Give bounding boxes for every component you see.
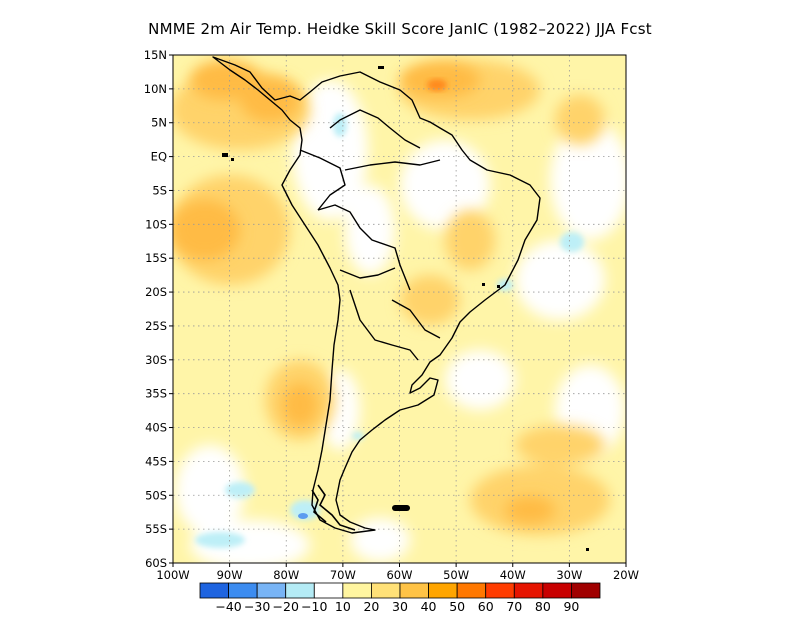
lon-tick-label: 50W (443, 568, 469, 582)
colorbar-swatch (456, 582, 487, 599)
colorbar-label: 60 (478, 599, 494, 614)
skill-field (173, 55, 626, 563)
colorbar-label: 90 (563, 599, 579, 614)
colorbar-swatch (228, 582, 258, 599)
lon-tick-label: 100W (156, 568, 189, 582)
colorbar-swatch (485, 582, 515, 599)
longitude-axis: 100W 90W 80W 70W 60W 50W 40W 30W 20W (156, 563, 639, 582)
lat-tick-label: 5S (152, 183, 167, 197)
coastlines (212, 56, 541, 534)
lat-tick-label: 55S (145, 522, 167, 536)
lat-tick-label: 35S (145, 387, 167, 401)
lat-tick-label: 30S (145, 353, 167, 367)
colorbar-swatch (571, 582, 601, 599)
colorbar-swatch (371, 582, 401, 599)
lon-tick-label: 60W (386, 568, 412, 582)
colorbar-swatch (542, 582, 572, 599)
colorbar-swatch (313, 582, 344, 599)
lon-tick-label: 30W (556, 568, 582, 582)
colorbar-label: −30 (244, 599, 270, 614)
lon-tick-label: 90W (217, 568, 243, 582)
lat-tick-label: EQ (151, 150, 167, 164)
colorbar: −40 −30 −20 −10 10 20 30 40 50 60 70 80 90 (199, 582, 601, 614)
lat-tick-label: 45S (145, 454, 167, 468)
colorbar-label: 20 (363, 599, 379, 614)
colorbar-swatch (256, 582, 287, 599)
lon-tick-label: 20W (613, 568, 639, 582)
lat-tick-label: 10N (144, 82, 167, 96)
colorbar-swatch (428, 582, 458, 599)
map-gridlines (173, 55, 626, 563)
lat-tick-label: 5N (151, 116, 167, 130)
colorbar-label: 80 (535, 599, 551, 614)
colorbar-swatch (342, 582, 372, 599)
colorbar-label: 10 (335, 599, 351, 614)
colorbar-label: −20 (273, 599, 299, 614)
colorbar-swatch (285, 582, 315, 599)
colorbar-label: −10 (301, 599, 327, 614)
map-title: NMME 2m Air Temp. Heidke Skill Score Jan… (148, 20, 652, 38)
lat-tick-label: 15S (145, 251, 167, 265)
colorbar-swatch (199, 582, 229, 599)
latitude-axis: 15N 10N 5N EQ 5S 10S 15S 20S 25S 30S 35S 40S 45S 50S 5… (144, 48, 173, 570)
lon-tick-label: 70W (330, 568, 356, 582)
lat-tick-label: 20S (145, 285, 167, 299)
colorbar-label: 50 (449, 599, 465, 614)
lon-tick-label: 40W (500, 568, 526, 582)
colorbar-label: 70 (506, 599, 522, 614)
lon-tick-label: 80W (273, 568, 299, 582)
colorbar-label: 40 (421, 599, 437, 614)
lat-tick-label: 60S (145, 556, 167, 570)
lat-tick-label: 40S (145, 421, 167, 435)
colorbar-label: 30 (392, 599, 408, 614)
lat-tick-label: 50S (145, 488, 167, 502)
colorbar-label: −40 (215, 599, 241, 614)
lat-tick-label: 25S (145, 319, 167, 333)
colorbar-swatch (399, 582, 429, 599)
colorbar-swatch (513, 582, 544, 599)
lat-tick-label: 15N (144, 48, 167, 62)
lat-tick-label: 10S (145, 217, 167, 231)
